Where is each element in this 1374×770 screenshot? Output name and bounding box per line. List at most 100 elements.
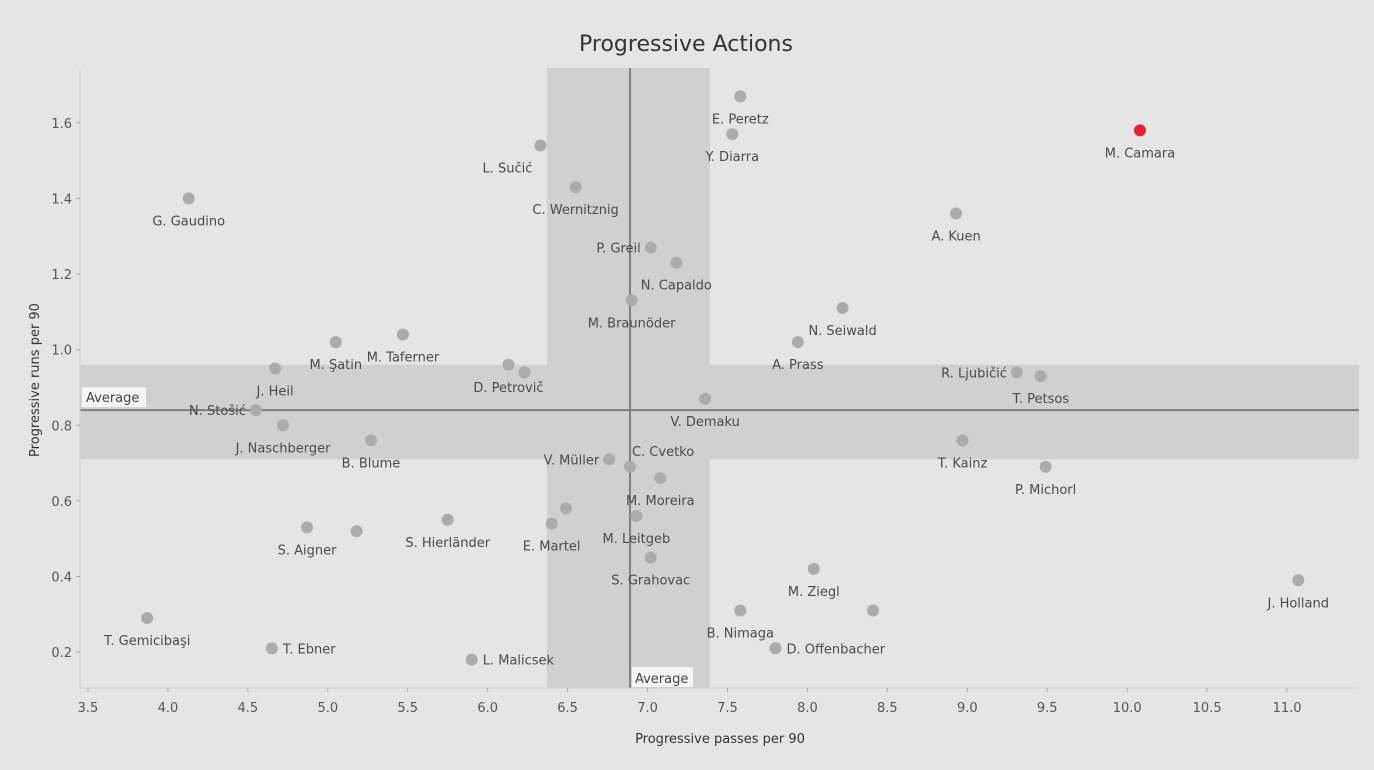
data-point[interactable] (956, 434, 969, 447)
x-tick-label: 9.0 (957, 701, 978, 716)
data-point[interactable] (182, 192, 195, 205)
x-tick-label: 3.5 (78, 701, 99, 716)
data-point-label: N. Seiwald (808, 324, 876, 339)
data-point[interactable] (1034, 370, 1047, 383)
x-tick-label: 5.5 (397, 701, 418, 716)
data-point[interactable] (866, 604, 879, 617)
data-point[interactable] (769, 642, 782, 655)
data-point-label: R. Ljubičić (941, 366, 1007, 381)
data-point[interactable] (654, 472, 667, 485)
y-tick-label: 1.2 (51, 268, 72, 283)
data-point[interactable] (1039, 460, 1052, 473)
x-tick-label: 4.0 (158, 701, 179, 716)
data-point-label: L. Malicsek (483, 654, 555, 669)
data-point[interactable] (670, 256, 683, 269)
data-point[interactable] (836, 302, 849, 315)
y-tick-label: 1.4 (51, 192, 72, 207)
data-point[interactable] (644, 241, 657, 254)
data-point-label: D. Offenbacher (786, 642, 885, 657)
data-point[interactable] (545, 517, 558, 530)
x-tick-label: 8.0 (797, 701, 818, 716)
data-point-label: S. Hierländer (405, 536, 490, 551)
x-axis-title: Progressive passes per 90 (635, 732, 805, 747)
data-point[interactable] (465, 653, 478, 666)
data-point-label: N. Stošić (189, 404, 246, 419)
data-point[interactable] (807, 562, 820, 575)
data-point[interactable] (644, 551, 657, 564)
data-point[interactable] (141, 612, 154, 625)
data-point-label: M. Leitgeb (603, 532, 671, 547)
data-point-label: M. Moreira (626, 494, 695, 509)
data-point[interactable] (364, 434, 377, 447)
y-axis-title: Progressive runs per 90 (28, 303, 43, 457)
data-point[interactable] (734, 90, 747, 103)
data-point[interactable] (1292, 574, 1305, 587)
x-tick-label: 6.5 (557, 701, 578, 716)
data-point-label: G. Gaudino (152, 214, 225, 229)
x-tick-label: 9.5 (1037, 701, 1058, 716)
data-point-label: M. Ziegl (788, 585, 840, 600)
data-point[interactable] (265, 642, 278, 655)
data-point[interactable] (603, 453, 616, 466)
data-point[interactable] (623, 460, 636, 473)
y-tick-label: 0.8 (51, 419, 72, 434)
data-point[interactable] (518, 366, 531, 379)
data-point[interactable] (249, 404, 262, 417)
data-point[interactable] (726, 128, 739, 141)
x-tick-label: 7.5 (717, 701, 738, 716)
y-tick-label: 0.4 (51, 570, 72, 585)
data-point[interactable] (950, 207, 963, 220)
data-point[interactable] (534, 139, 547, 152)
data-point-label: T. Petsos (1012, 392, 1070, 407)
data-point-label: E. Martel (523, 540, 581, 555)
data-point[interactable] (350, 525, 363, 538)
data-point-label: M. Şatin (309, 358, 362, 373)
data-point[interactable] (734, 604, 747, 617)
highlight-data-point[interactable] (1133, 124, 1146, 137)
data-point-label: L. Sučić (483, 162, 533, 177)
x-tick-label: 11.0 (1273, 701, 1302, 716)
x-average-label-box (631, 667, 693, 687)
data-point-label: M. Camara (1105, 146, 1175, 161)
y-tick-label: 0.2 (51, 646, 72, 661)
data-point[interactable] (569, 181, 582, 194)
data-point[interactable] (441, 513, 454, 526)
data-point[interactable] (1010, 366, 1023, 379)
x-tick-label: 6.0 (477, 701, 498, 716)
data-point-label: A. Kuen (931, 230, 980, 245)
data-point-label: B. Blume (342, 456, 401, 471)
data-point-label: V. Demaku (670, 415, 740, 430)
data-point-label: D. Petrovič (473, 381, 543, 396)
data-point[interactable] (630, 509, 643, 522)
x-tick-label: 8.5 (877, 701, 898, 716)
y-average-label-box (82, 387, 146, 408)
data-point-label: Y. Diarra (704, 150, 759, 165)
chart-title: Progressive Actions (579, 32, 793, 57)
x-average-label: Average (635, 672, 688, 687)
data-point[interactable] (699, 392, 712, 405)
data-point[interactable] (277, 419, 290, 432)
data-point[interactable] (502, 358, 515, 371)
y-average-band (80, 364, 1359, 460)
data-point[interactable] (301, 521, 314, 534)
data-point[interactable] (329, 336, 342, 349)
data-point-label: M. Taferner (367, 351, 440, 366)
data-point-label: S. Aigner (278, 543, 338, 558)
data-point[interactable] (791, 336, 804, 349)
x-tick-label: 10.0 (1113, 701, 1142, 716)
data-point-label: C. Cvetko (632, 445, 694, 460)
data-point-label: B. Nimaga (707, 627, 774, 642)
data-point[interactable] (560, 502, 573, 515)
data-point-label: P. Michorl (1015, 483, 1076, 498)
data-point-label: S. Grahovac (611, 574, 690, 589)
data-point-label: T. Ebner (282, 642, 336, 657)
data-point[interactable] (396, 328, 409, 341)
data-point[interactable] (625, 294, 638, 307)
data-point-label: A. Prass (772, 358, 824, 373)
data-point-label: J. Heil (255, 385, 293, 400)
data-point-label: J. Holland (1266, 596, 1329, 611)
data-point[interactable] (269, 362, 282, 375)
